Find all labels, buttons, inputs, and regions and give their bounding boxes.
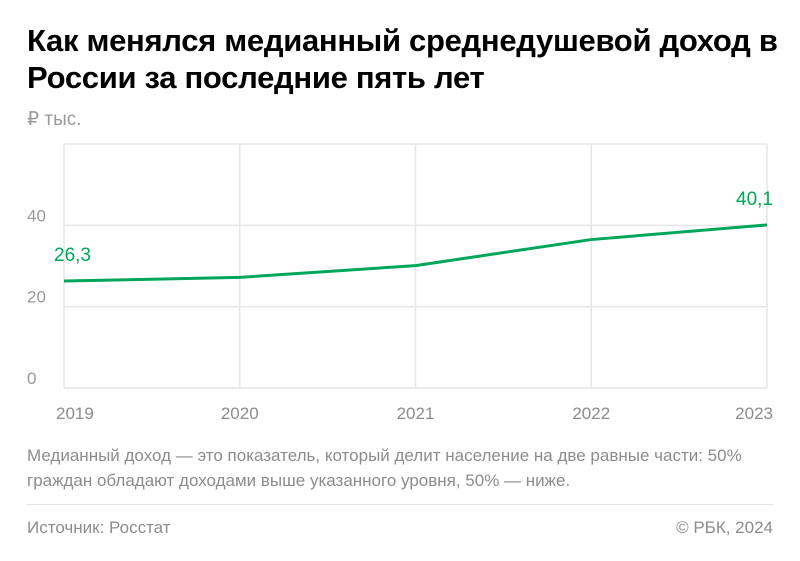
divider xyxy=(27,504,773,505)
y-tick-label: 20 xyxy=(27,288,46,307)
y-tick-label: 0 xyxy=(27,369,36,388)
x-tick-label: 2023 xyxy=(735,404,773,423)
chart-note: Медианный доход — это показатель, которы… xyxy=(27,446,742,490)
data-label: 26,3 xyxy=(54,245,91,266)
y-axis-unit: ₽ тыс. xyxy=(27,109,82,130)
line-chart: 2019 2020 2021 2022 2023 0 20 40 26,3 40,1 xyxy=(27,143,773,423)
x-tick-label: 2019 xyxy=(56,404,94,423)
copyright: © РБК, 2024 xyxy=(676,518,773,537)
chart-title: Как менялся медианный среднедушевой дохо… xyxy=(27,23,778,95)
source: Источник: Росстат xyxy=(27,518,171,537)
data-label: 40,1 xyxy=(736,189,773,210)
x-tick-label: 2022 xyxy=(572,404,610,423)
x-tick-label: 2021 xyxy=(397,404,435,423)
y-tick-label: 40 xyxy=(27,206,46,225)
x-tick-label: 2020 xyxy=(221,404,259,423)
